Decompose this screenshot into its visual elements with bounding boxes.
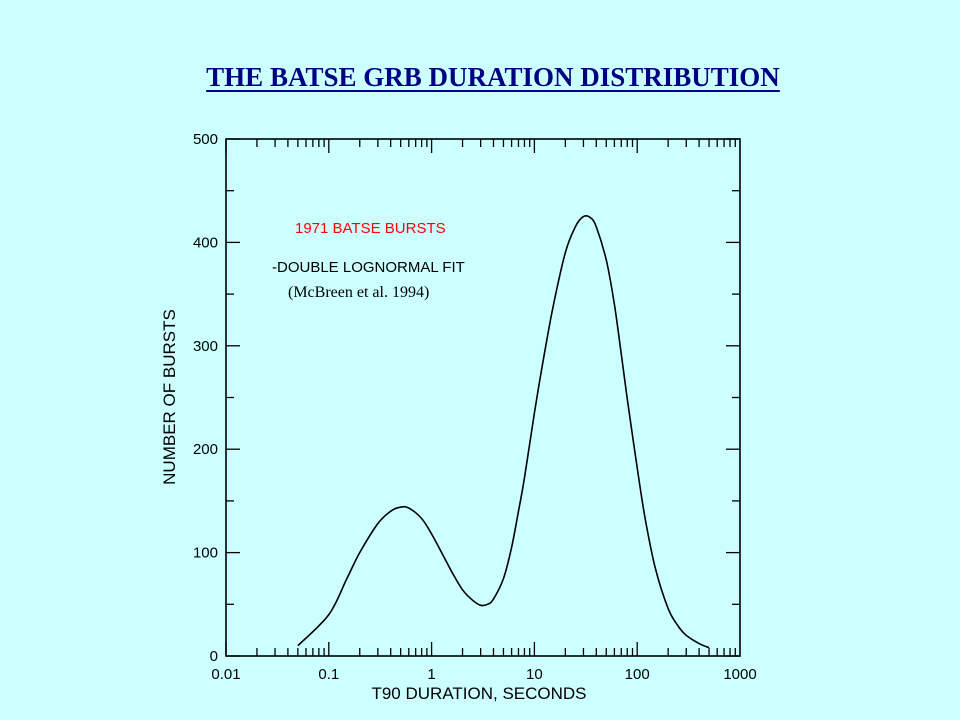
x-tick-label: 1000 bbox=[723, 666, 756, 683]
y-tick-label: 200 bbox=[193, 441, 218, 458]
y-tick-label: 400 bbox=[193, 234, 218, 251]
y-tick-label: 0 bbox=[210, 648, 218, 665]
tick-labels: 0.01 0.1 1 10 100 1000 0 100 200 300 400 500 bbox=[193, 131, 757, 683]
x-tick-label: 0.01 bbox=[211, 666, 240, 683]
tick-marks bbox=[225, 138, 740, 657]
y-tick-label: 300 bbox=[193, 338, 218, 355]
annotation-burst-count: 1971 BATSE BURSTS bbox=[295, 220, 446, 237]
annotation-citation: (McBreen et al. 1994) bbox=[288, 284, 429, 301]
slide-title: THE BATSE GRB DURATION DISTRIBUTION bbox=[206, 62, 780, 92]
x-tick-label: 10 bbox=[526, 666, 543, 683]
plot-frame bbox=[225, 138, 741, 657]
y-tick-label: 100 bbox=[193, 545, 218, 562]
annotation-fit-label: -DOUBLE LOGNORMAL FIT bbox=[272, 259, 465, 276]
x-tick-label: 1 bbox=[427, 666, 435, 683]
y-tick-label: 500 bbox=[193, 131, 218, 148]
x-tick-label: 0.1 bbox=[318, 666, 339, 683]
series-line bbox=[297, 214, 710, 649]
y-axis-label: NUMBER OF BURSTS bbox=[160, 309, 179, 485]
x-tick-label: 100 bbox=[625, 666, 650, 683]
x-axis-label: T90 DURATION, SECONDS bbox=[371, 684, 586, 703]
